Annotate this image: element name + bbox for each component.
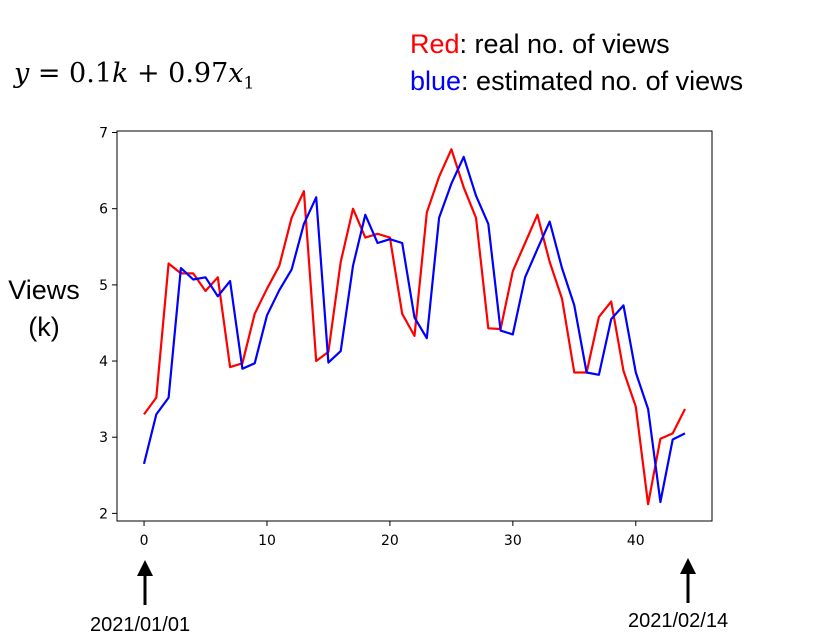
red-legend-line: Red: real no. of views xyxy=(410,26,743,63)
y-axis-label-line1: Views xyxy=(8,275,80,305)
tick-layer: 0 10 20 30 40 2 3 4 5 6 7 xyxy=(99,126,645,549)
y-axis-label: Views (k) xyxy=(2,272,86,346)
plot-frame xyxy=(116,130,713,522)
y-tick-label: 6 xyxy=(99,202,108,218)
x-tick-label: 30 xyxy=(504,533,522,549)
blue-legend-word: blue xyxy=(410,66,462,96)
y-tick-label: 7 xyxy=(99,126,108,142)
red-legend-text: : real no. of views xyxy=(459,29,670,59)
red-legend-word: Red xyxy=(410,29,460,59)
series-layer xyxy=(142,148,686,506)
series-line-estimated xyxy=(142,155,686,504)
x-tick-label: 40 xyxy=(627,533,645,549)
y-tick-label: 3 xyxy=(99,430,108,446)
blue-legend-text: : estimated no. of views xyxy=(461,66,744,96)
legend-note: Red: real no. of views blue: estimated n… xyxy=(410,26,743,100)
start-arrow-head xyxy=(137,560,153,576)
y-tick-label: 5 xyxy=(99,278,108,294)
end-date-label: 2021/02/14 xyxy=(628,610,729,632)
start-date-label: 2021/01/01 xyxy=(90,614,191,636)
x-tick-label: 10 xyxy=(258,533,276,549)
y-tick-label: 2 xyxy=(99,506,108,522)
end-arrow-head xyxy=(680,558,696,574)
x-tick-label: 0 xyxy=(140,533,149,549)
blue-legend-line: blue: estimated no. of views xyxy=(410,63,743,100)
x-tick-label: 20 xyxy=(381,533,399,549)
series-line-real xyxy=(143,148,686,506)
y-tick-label: 4 xyxy=(99,354,108,370)
y-axis-label-line2: (k) xyxy=(28,312,60,342)
arrow-layer xyxy=(137,558,696,605)
model-equation: y = 0.1k + 0.97x1 xyxy=(14,58,255,94)
